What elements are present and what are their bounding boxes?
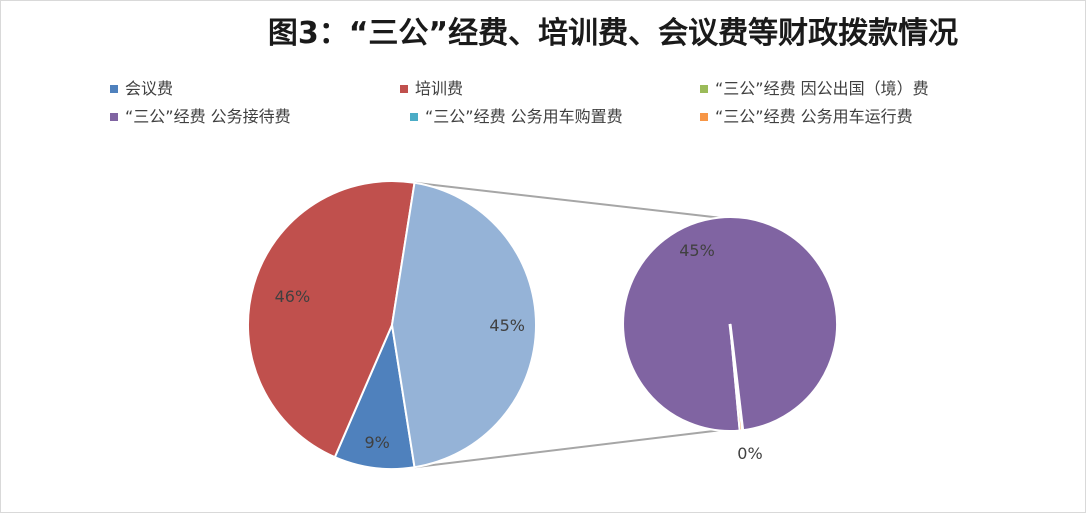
data-labels: 9% 46% 45% 45% 0% xyxy=(275,241,763,463)
legend-label: “三公”经费 公务用车购置费 xyxy=(425,107,623,126)
connector-lines xyxy=(414,181,723,469)
legend-item: “三公”经费 公务用车运行费 xyxy=(700,106,913,128)
legend-swatch xyxy=(110,112,118,121)
data-label: 45% xyxy=(679,241,715,260)
legend-swatch xyxy=(700,112,708,121)
legend-label: 会议费 xyxy=(125,79,174,98)
legend-item: “三公”经费 因公出国（境）费 xyxy=(700,78,929,100)
connector-line-top xyxy=(414,181,723,219)
legend-swatch xyxy=(700,84,708,93)
legend-label: 培训费 xyxy=(415,79,464,98)
data-label: 0% xyxy=(737,444,762,463)
legend-item: 会议费 xyxy=(110,78,173,100)
chart-title: 图3：“三公”经费、培训费、会议费等财政拨款情况 xyxy=(267,16,959,51)
data-label: 46% xyxy=(275,287,311,306)
legend-item: “三公”经费 公务用车购置费 xyxy=(410,106,623,128)
main-pie-slice xyxy=(390,181,537,469)
legend-swatch xyxy=(410,112,418,121)
connector-line-bottom xyxy=(414,429,723,469)
legend-item: “三公”经费 公务接待费 xyxy=(110,106,291,128)
legend-label: “三公”经费 公务用车运行费 xyxy=(715,107,913,126)
secondary-pie xyxy=(622,216,839,432)
legend-swatch xyxy=(110,84,118,93)
legend-label: “三公”经费 公务接待费 xyxy=(125,107,291,126)
chart-legend: 会议费 培训费 “三公”经费 因公出国（境）费 “三公”经费 公务接待费 “三公… xyxy=(110,78,1010,130)
secondary-pie-separator xyxy=(728,323,745,431)
legend-label: “三公”经费 因公出国（境）费 xyxy=(715,79,929,98)
data-label: 9% xyxy=(365,433,390,452)
legend-swatch xyxy=(400,84,408,93)
data-label: 45% xyxy=(489,316,525,335)
main-pie-slice xyxy=(246,180,416,459)
main-pie-slice xyxy=(333,321,416,470)
legend-item: 培训费 xyxy=(400,78,463,100)
main-pie xyxy=(246,180,537,470)
